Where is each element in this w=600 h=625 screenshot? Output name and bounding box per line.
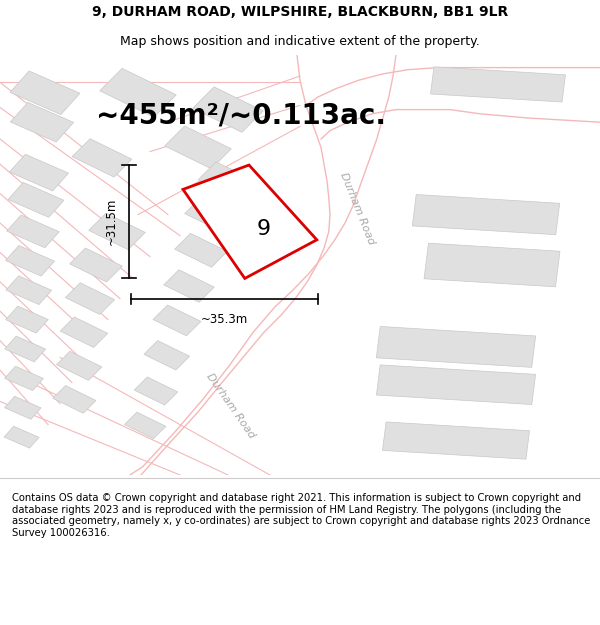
Polygon shape xyxy=(4,396,41,419)
Polygon shape xyxy=(89,213,145,249)
Text: ~35.3m: ~35.3m xyxy=(201,313,248,326)
Polygon shape xyxy=(376,365,536,404)
Polygon shape xyxy=(185,196,241,233)
Polygon shape xyxy=(117,55,396,483)
Polygon shape xyxy=(70,248,122,282)
Polygon shape xyxy=(5,366,43,391)
Text: 9, DURHAM ROAD, WILPSHIRE, BLACKBURN, BB1 9LR: 9, DURHAM ROAD, WILPSHIRE, BLACKBURN, BB… xyxy=(92,5,508,19)
Polygon shape xyxy=(164,126,232,169)
Polygon shape xyxy=(412,194,560,234)
Text: 9: 9 xyxy=(256,219,271,239)
Polygon shape xyxy=(53,386,96,413)
Polygon shape xyxy=(60,317,108,348)
Polygon shape xyxy=(72,139,132,177)
Text: ~455m²/~0.113ac.: ~455m²/~0.113ac. xyxy=(96,102,386,130)
Polygon shape xyxy=(153,305,201,336)
Polygon shape xyxy=(10,71,80,114)
Polygon shape xyxy=(10,102,74,142)
Polygon shape xyxy=(56,351,102,381)
Polygon shape xyxy=(100,68,176,118)
Polygon shape xyxy=(193,87,263,132)
Text: Durham Road: Durham Road xyxy=(205,371,257,440)
Polygon shape xyxy=(7,215,59,248)
Polygon shape xyxy=(198,162,258,200)
Polygon shape xyxy=(4,426,39,448)
Polygon shape xyxy=(424,243,560,287)
Polygon shape xyxy=(144,341,190,370)
Polygon shape xyxy=(8,182,64,218)
Polygon shape xyxy=(183,165,317,279)
Polygon shape xyxy=(65,282,115,314)
Polygon shape xyxy=(125,412,166,439)
Polygon shape xyxy=(376,326,536,367)
Polygon shape xyxy=(382,422,530,459)
Text: Map shows position and indicative extent of the property.: Map shows position and indicative extent… xyxy=(120,35,480,48)
Polygon shape xyxy=(431,67,565,102)
Polygon shape xyxy=(134,377,178,405)
Polygon shape xyxy=(175,233,227,268)
Polygon shape xyxy=(164,270,214,302)
Text: ~31.5m: ~31.5m xyxy=(105,198,118,246)
Polygon shape xyxy=(6,276,52,304)
Text: Contains OS data © Crown copyright and database right 2021. This information is : Contains OS data © Crown copyright and d… xyxy=(12,493,590,538)
Text: Durham Road: Durham Road xyxy=(338,171,376,246)
Polygon shape xyxy=(5,246,55,276)
Polygon shape xyxy=(10,154,68,191)
Polygon shape xyxy=(5,306,49,333)
Polygon shape xyxy=(5,336,46,362)
